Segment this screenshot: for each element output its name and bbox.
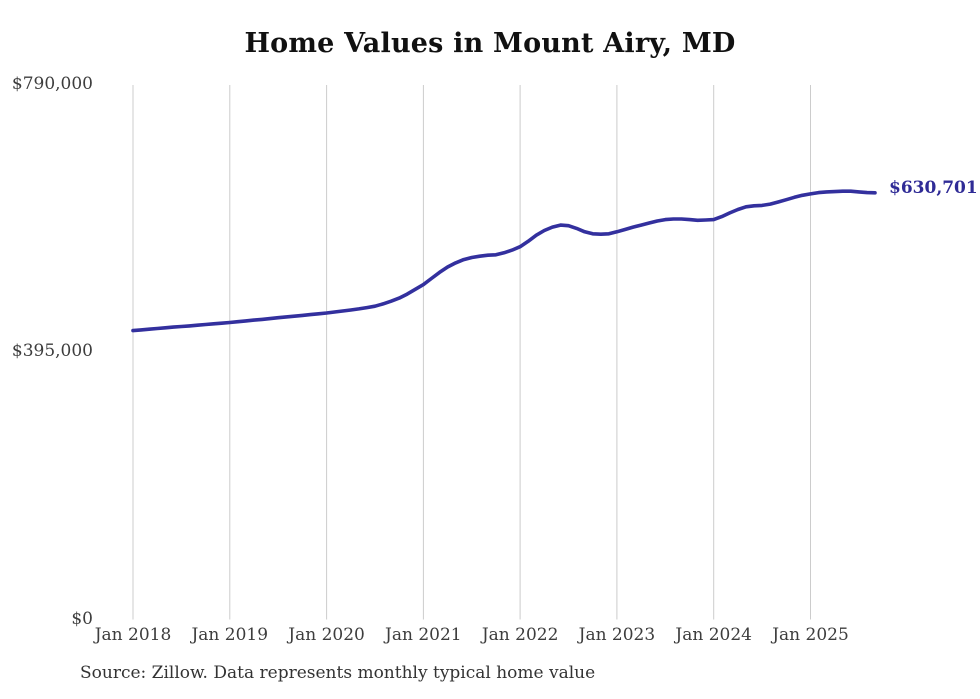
y-tick-label: $790,000 — [11, 74, 93, 94]
x-tick-label: Jan 2019 — [191, 625, 269, 645]
y-tick-label: $0 — [71, 608, 93, 629]
end-value-label: $630,701 — [889, 177, 978, 198]
x-tick-label: Jan 2021 — [385, 625, 462, 645]
x-tick-label: Jan 2024 — [675, 625, 752, 645]
chart-title: Home Values in Mount Airy, MD — [244, 28, 736, 59]
x-tick-label: Jan 2023 — [578, 625, 656, 645]
x-tick-label: Jan 2018 — [94, 625, 172, 645]
x-tick-label: Jan 2025 — [772, 625, 849, 645]
x-tick-label: Jan 2022 — [481, 625, 559, 645]
source-note: Source: Zillow. Data represents monthly … — [80, 663, 596, 683]
x-tick-label: Jan 2020 — [288, 625, 365, 645]
value-line — [131, 189, 877, 333]
y-tick-label: $395,000 — [11, 341, 93, 362]
